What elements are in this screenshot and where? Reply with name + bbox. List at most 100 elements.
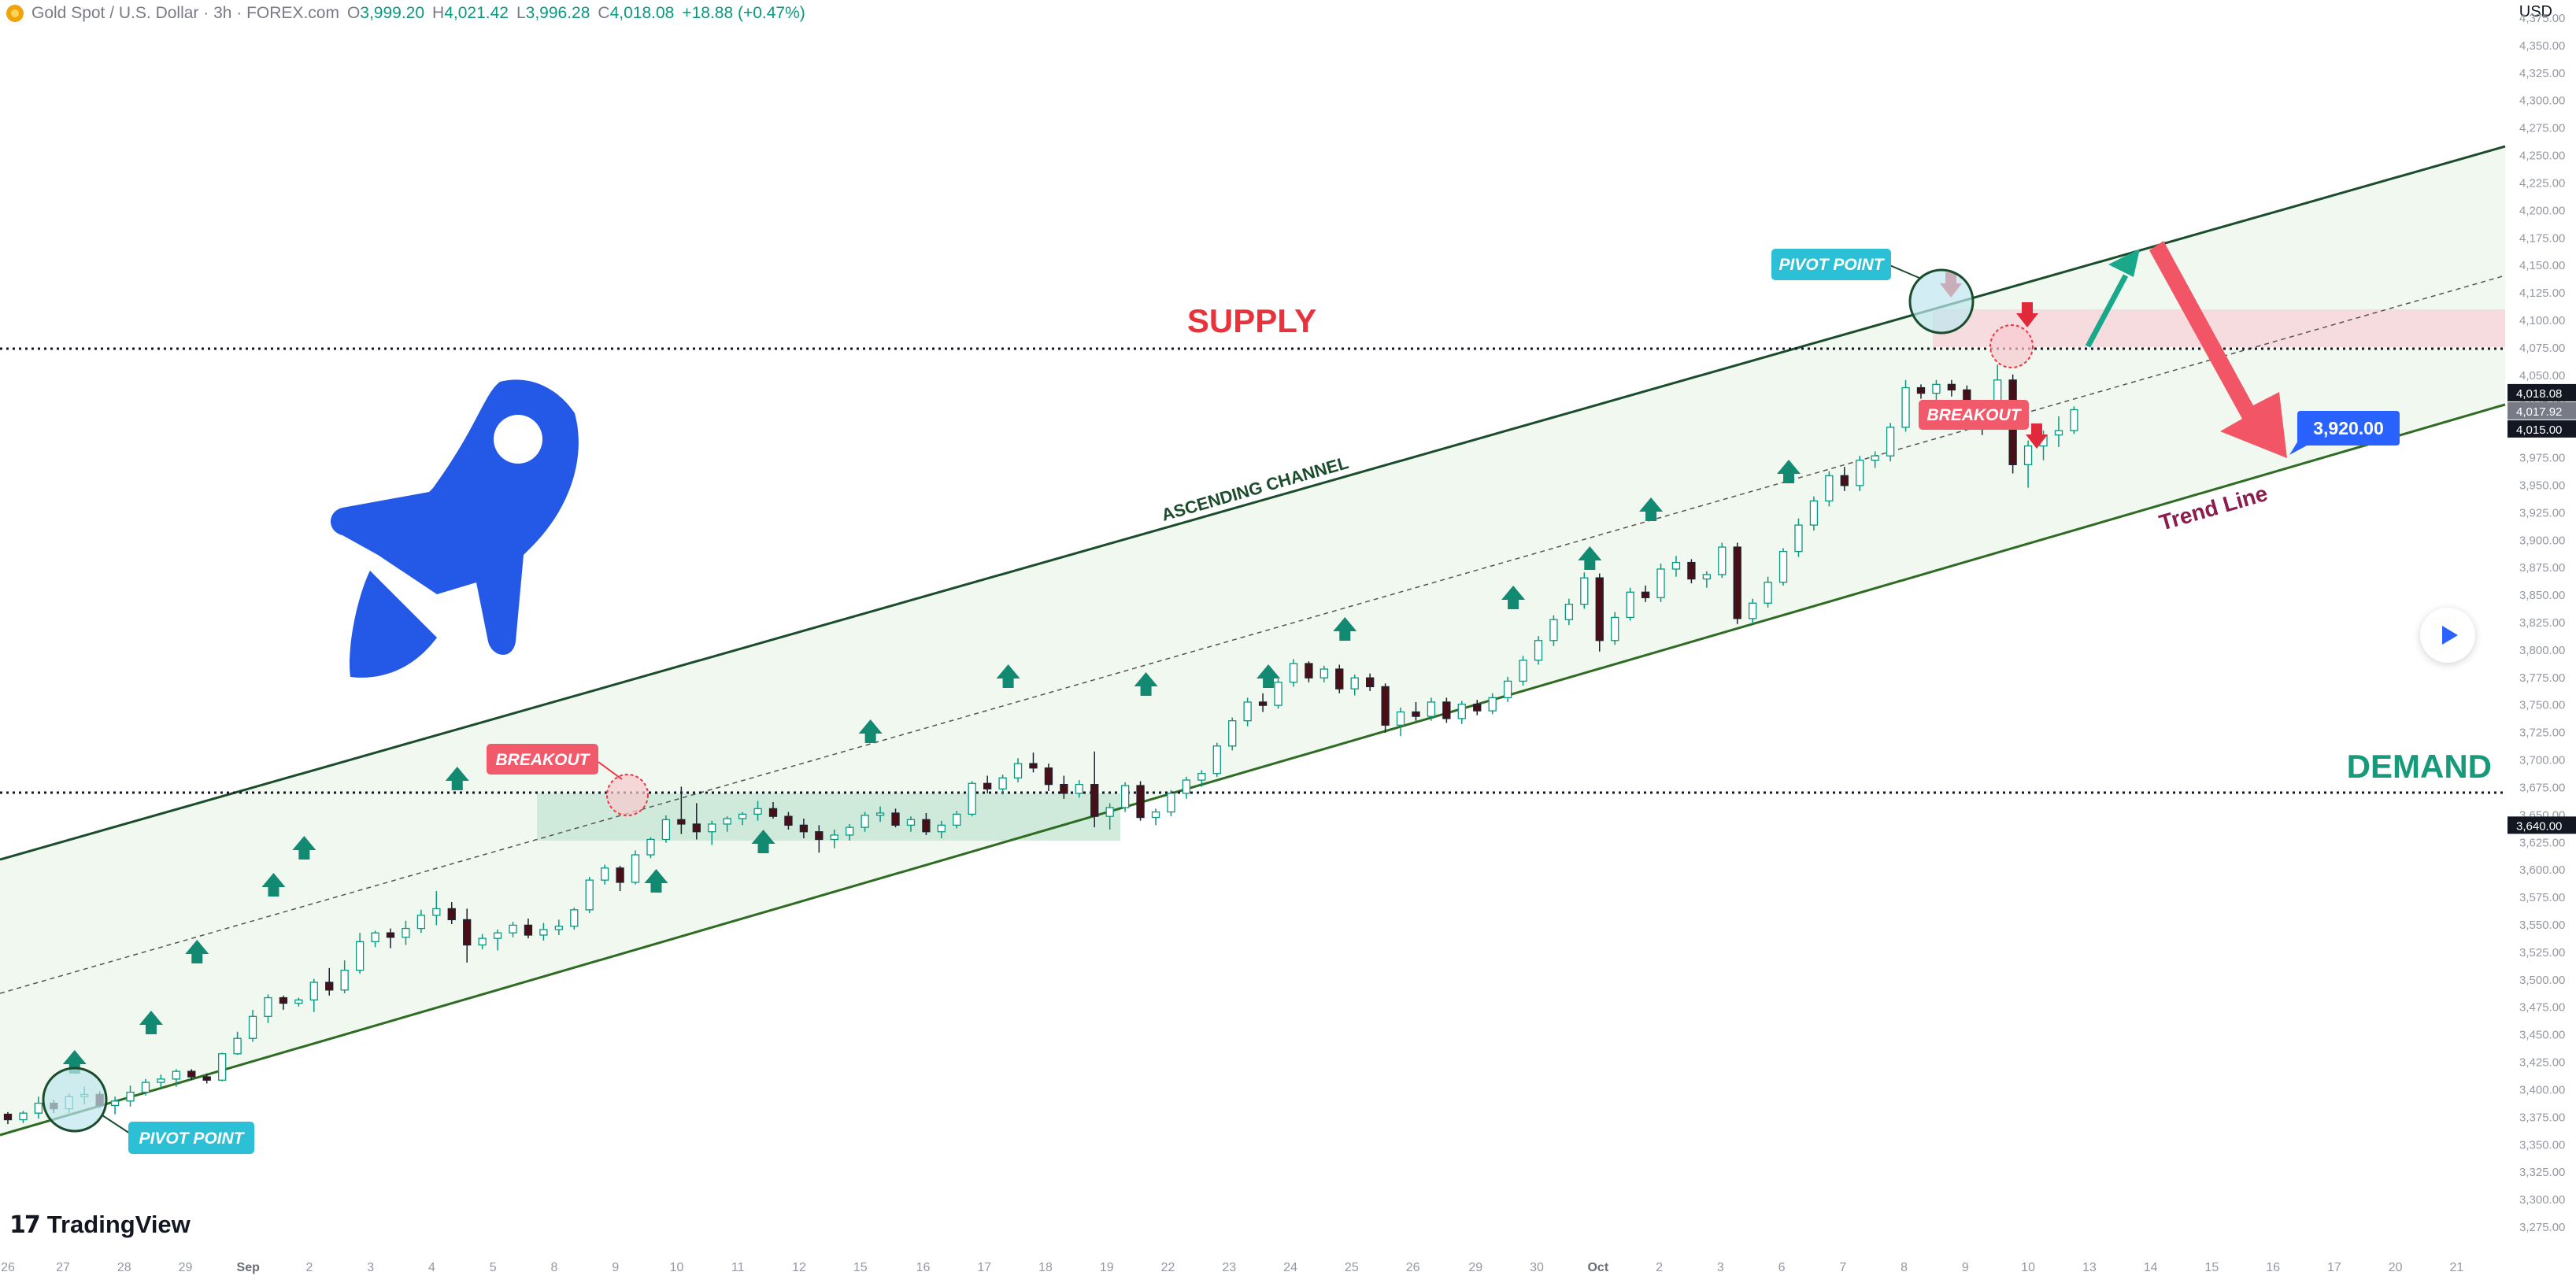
close-value: 4,018.08 — [609, 4, 675, 22]
x-tick-label: 20 — [2389, 1261, 2403, 1274]
up-arrow-icon — [858, 719, 883, 743]
y-tick-label: 3,725.00 — [2519, 727, 2565, 740]
candle — [1060, 775, 1068, 799]
x-tick-label: 2 — [306, 1261, 313, 1274]
candle — [1090, 751, 1099, 828]
y-tick-label: 3,900.00 — [2519, 534, 2565, 547]
currency-label[interactable]: USD — [2519, 3, 2552, 20]
candle — [1656, 563, 1665, 602]
candle — [355, 933, 365, 974]
candle — [279, 995, 288, 1010]
svg-text:4,017.92: 4,017.92 — [2516, 405, 2562, 419]
y-tick-label: 3,475.00 — [2519, 1001, 2565, 1015]
y-tick-label: 3,550.00 — [2519, 919, 2565, 932]
candle — [661, 815, 671, 843]
candle — [1457, 701, 1466, 724]
candle — [447, 902, 456, 924]
candle — [1167, 789, 1175, 817]
x-tick-label: 16 — [2266, 1261, 2280, 1274]
y-tick-label: 4,150.00 — [2519, 259, 2565, 272]
candle — [646, 837, 655, 859]
x-tick-label: 17 — [977, 1261, 991, 1274]
candle — [325, 967, 334, 996]
candle — [1856, 456, 1864, 491]
candle — [1319, 665, 1328, 682]
candle — [1228, 717, 1237, 751]
candle — [2054, 416, 2063, 447]
svg-text:3,640.00: 3,640.00 — [2516, 819, 2562, 833]
price-tag: 4,015.00 — [2508, 420, 2576, 438]
symbol-title[interactable]: Gold Spot / U.S. Dollar · 3h · FOREX.com — [31, 4, 339, 22]
candle — [1243, 697, 1252, 727]
play-button[interactable] — [2420, 608, 2475, 663]
up-arrow-icon — [292, 836, 316, 860]
x-tick-label: 26 — [1, 1261, 15, 1274]
candle — [509, 922, 517, 937]
candle — [1671, 556, 1681, 577]
y-tick-label: 3,700.00 — [2519, 754, 2565, 767]
y-tick-label: 3,775.00 — [2519, 671, 2565, 685]
breakout-connector-1 — [598, 761, 623, 780]
candle — [493, 929, 502, 951]
candle — [1825, 471, 1834, 507]
x-tick-label: 15 — [2204, 1261, 2219, 1274]
candle — [570, 908, 579, 930]
candle — [202, 1073, 211, 1084]
candle — [677, 786, 686, 834]
candle — [294, 997, 303, 1007]
y-tick-label: 3,800.00 — [2519, 644, 2565, 657]
candle — [1044, 764, 1053, 792]
y-tick-label: 3,975.00 — [2519, 452, 2565, 465]
pivot-point-label-1: PIVOT POINT — [128, 1122, 254, 1154]
candle — [1641, 585, 1650, 602]
candle — [2023, 440, 2033, 488]
svg-text:BREAKOUT: BREAKOUT — [496, 751, 591, 769]
x-axis[interactable]: 26 27 28 29 Sep 2 3 4 5 8 9 10 11 12 15 16 17 18 19 22 23 24 2… — [1, 1261, 2463, 1274]
x-tick-label: 10 — [2021, 1261, 2035, 1274]
x-tick-label: 24 — [1283, 1261, 1297, 1274]
up-arrow-icon — [445, 767, 469, 790]
svg-text:PIVOT POINT: PIVOT POINT — [139, 1130, 245, 1148]
price-tags: 4,018.08 4,017.92 4,015.00 3,640.00 — [2508, 383, 2576, 834]
candle — [830, 829, 838, 849]
x-tick-label: 19 — [1100, 1261, 1114, 1274]
candle — [1764, 576, 1772, 608]
up-arrow-icon — [1333, 617, 1357, 641]
close-label: C — [598, 4, 610, 22]
x-tick-label: 11 — [731, 1261, 745, 1274]
x-tick-label: 23 — [1222, 1261, 1236, 1274]
y-tick-label: 3,625.00 — [2519, 836, 2565, 849]
tradingview-logo[interactable]: 𝟭𝟳 TradingView — [9, 1211, 191, 1239]
y-tick-label: 3,300.00 — [2519, 1193, 2565, 1207]
candle — [922, 812, 931, 835]
svg-text:4,018.08: 4,018.08 — [2516, 387, 2562, 401]
candle — [1029, 752, 1038, 773]
candle — [585, 876, 594, 914]
candle — [1335, 664, 1344, 693]
candle — [1182, 776, 1191, 799]
y-axis[interactable]: 4,375.00 4,350.00 4,325.00 4,300.00 4,275.00… — [2519, 12, 2565, 1234]
candle — [906, 816, 916, 832]
svg-text:BREAKOUT: BREAKOUT — [1927, 406, 2023, 424]
candle — [1778, 548, 1788, 586]
candle — [768, 802, 778, 819]
candle — [1687, 559, 1696, 584]
price-tag: 3,640.00 — [2508, 816, 2576, 834]
candle — [34, 1096, 43, 1119]
candles-group — [3, 364, 2078, 1125]
y-tick-label: 3,825.00 — [2519, 616, 2565, 630]
y-tick-label: 4,325.00 — [2519, 67, 2565, 80]
pivot-circle-2 — [1908, 268, 1975, 335]
demand-label: DEMAND — [2347, 748, 2492, 785]
forecast-down-arrow — [2149, 241, 2287, 458]
candle — [110, 1096, 120, 1115]
x-tick-label: 13 — [2082, 1261, 2097, 1274]
up-arrow-icon — [1501, 586, 1526, 609]
x-tick-label: 14 — [2144, 1261, 2158, 1274]
candle — [861, 812, 869, 832]
y-tick-label: 3,275.00 — [2519, 1221, 2565, 1234]
candle — [753, 800, 762, 821]
x-tick-label: 7 — [1839, 1261, 1846, 1274]
x-tick-label: 29 — [179, 1261, 193, 1274]
